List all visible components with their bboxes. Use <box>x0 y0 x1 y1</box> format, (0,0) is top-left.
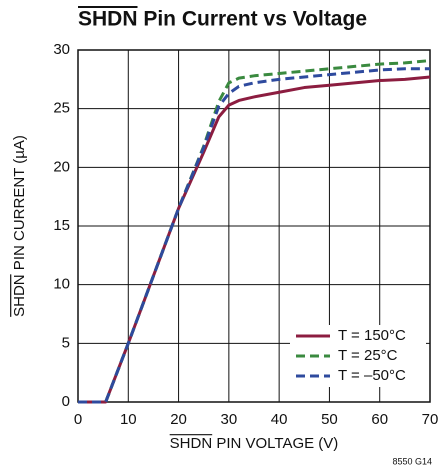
legend: T = 150°C T = 25°C T = –50°C <box>290 325 426 387</box>
y-tick-label: 5 <box>62 334 70 351</box>
x-tick-label: 30 <box>221 411 238 428</box>
y-tick-label: 10 <box>53 276 70 293</box>
figure-note: 8550 G14 <box>392 456 432 466</box>
x-tick-label: 10 <box>120 411 137 428</box>
x-tick-label: 40 <box>271 411 288 428</box>
y-axis-label: SHDN PIN CURRENT (µA) <box>11 135 28 317</box>
data-line <box>78 59 431 404</box>
data-line <box>78 67 430 404</box>
y-tick-label: 20 <box>53 158 70 175</box>
x-tick-label: 50 <box>321 411 338 428</box>
x-axis-label: SHDN PIN VOLTAGE (V) <box>170 435 339 452</box>
y-axis-label-group: SHDN PIN CURRENT (µA) <box>10 135 28 317</box>
legend-label: T = –50°C <box>338 367 406 384</box>
y-tick-label: 30 <box>53 41 70 58</box>
y-tick-label: 25 <box>53 100 70 117</box>
legend-label: T = 25°C <box>338 347 398 364</box>
y-tick-label: 15 <box>53 217 70 234</box>
legend-label: T = 150°C <box>338 327 406 344</box>
y-tick-label: 0 <box>62 393 70 410</box>
plot-frame <box>77 49 431 403</box>
x-tick-label: 20 <box>170 411 187 428</box>
x-tick-label: 0 <box>74 411 82 428</box>
x-tick-label: 60 <box>371 411 388 428</box>
x-tick-label: 70 <box>422 411 439 428</box>
chart-title: SHDN Pin Current vs Voltage <box>78 8 367 31</box>
data-line <box>78 75 431 404</box>
